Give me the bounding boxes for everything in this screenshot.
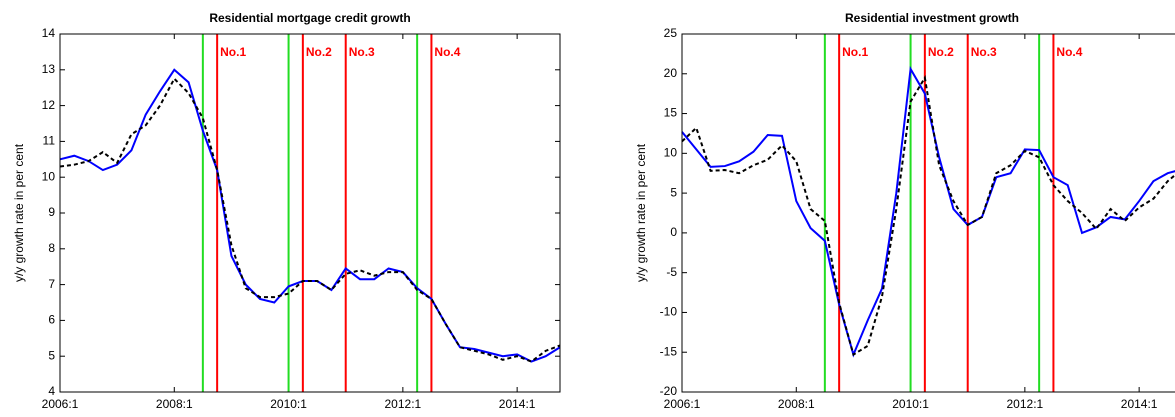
y-tick-label: 25 — [664, 26, 678, 40]
y-tick-label: 11 — [43, 134, 56, 148]
x-tick-label: 2006:1 — [664, 397, 701, 411]
x-tick-label: 2014:1 — [1121, 397, 1158, 411]
x-tick-label: 2012:1 — [1007, 397, 1044, 411]
y-tick-label: 10 — [664, 146, 678, 160]
x-tick-label: 2010:1 — [892, 397, 929, 411]
y-tick-label: 4 — [48, 384, 55, 398]
event-label: No.4 — [1056, 45, 1082, 59]
y-tick-label: 8 — [48, 241, 55, 255]
y-tick-label: 6 — [48, 313, 55, 327]
y-tick-label: 15 — [664, 106, 678, 120]
y-tick-label: 13 — [42, 62, 56, 76]
y-tick-label: 5 — [670, 185, 677, 199]
y-tick-label: 0 — [670, 225, 677, 239]
y-tick-label: 5 — [48, 348, 55, 362]
event-label: No.2 — [928, 45, 954, 59]
plot-area — [60, 34, 560, 392]
plot-area — [682, 34, 1175, 392]
x-tick-label: 2008:1 — [778, 397, 815, 411]
y-tick-label: 14 — [42, 26, 56, 40]
y-axis-label: y/y growth rate in per cent — [12, 143, 26, 282]
plot-frame — [681, 33, 1175, 393]
event-label: No.1 — [842, 45, 868, 59]
y-tick-label: 9 — [48, 205, 55, 219]
event-label: No.1 — [220, 45, 246, 59]
event-label: No.3 — [971, 45, 997, 59]
y-tick-label: 7 — [48, 277, 55, 291]
x-tick-label: 2014:1 — [499, 397, 536, 411]
series-line — [681, 74, 1175, 357]
y-axis-label: y/y growth rate in per cent — [634, 143, 648, 282]
x-tick-label: 2012:1 — [385, 397, 422, 411]
y-tick-label: 12 — [42, 98, 56, 112]
y-tick-label: -5 — [666, 265, 677, 279]
y-tick-label: -10 — [660, 305, 678, 319]
event-label: No.2 — [306, 45, 332, 59]
x-tick-label: 2006:1 — [42, 397, 79, 411]
y-tick-label: -20 — [660, 384, 678, 398]
event-label: No.4 — [434, 45, 460, 59]
y-tick-label: 20 — [664, 66, 678, 80]
y-tick-label: 10 — [42, 169, 56, 183]
chart-title: Residential investment growth — [845, 11, 1019, 25]
x-tick-label: 2008:1 — [156, 397, 193, 411]
y-tick-label: -15 — [660, 344, 678, 358]
series-line — [59, 77, 561, 363]
x-tick-label: 2010:1 — [270, 397, 307, 411]
chart-title: Residential mortgage credit growth — [209, 11, 410, 25]
event-label: No.3 — [349, 45, 375, 59]
plot-frame — [59, 33, 561, 393]
